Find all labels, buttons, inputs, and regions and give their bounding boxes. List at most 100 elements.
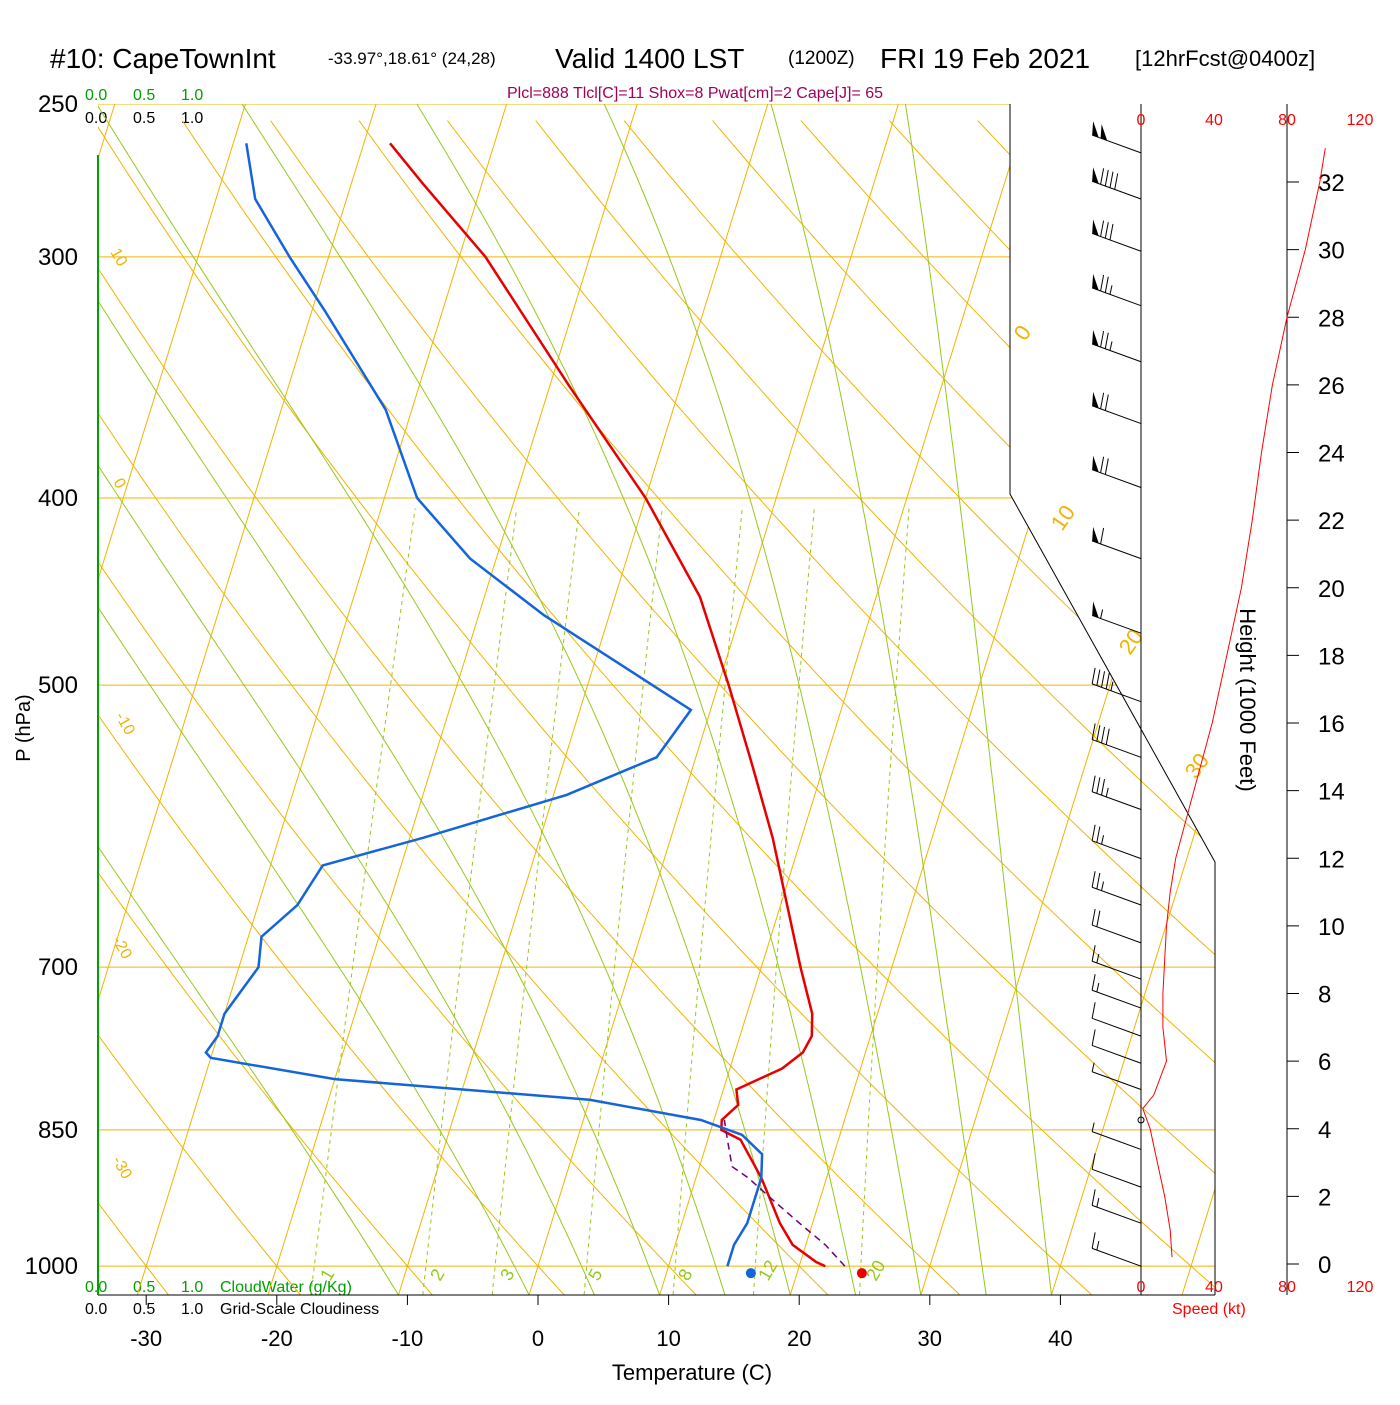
x-tick-label: -20: [261, 1326, 293, 1351]
wind-barb-staff: [1092, 925, 1141, 943]
station-title: #10: CapeTownInt: [50, 43, 276, 74]
wind-barb-staff: [1092, 990, 1141, 1008]
wind-barb-full: [1105, 458, 1108, 474]
x-tick-label: 0: [532, 1326, 544, 1351]
moist-adiabat: [0, 0, 725, 1295]
wind-barb-full: [1097, 873, 1100, 889]
wind-barb-full: [1102, 779, 1105, 795]
wind-barb-full: [1092, 668, 1095, 684]
wind-barb-staff: [1092, 1169, 1141, 1187]
wind-barb-pennant: [1092, 330, 1099, 346]
wind-barb-staff: [1092, 684, 1141, 702]
dry-adiabat: [0, 121, 564, 1295]
dry-adiabat: [713, 121, 1400, 1295]
height-tick-label: 22: [1318, 508, 1345, 535]
height-tick-label: 4: [1318, 1117, 1331, 1144]
wind-barb-staff: [1092, 344, 1141, 362]
height-tick-label: 20: [1318, 576, 1345, 603]
mixing-ratio-label: 20: [862, 1257, 889, 1284]
x-tick-label: 20: [787, 1326, 811, 1351]
isotherm-label: -20: [109, 934, 135, 963]
top-cloudiness-tick: 0.0: [85, 110, 107, 127]
wind-barb-full: [1101, 221, 1104, 237]
isotherm-line: [0, 104, 245, 1295]
wind-barb-staff: [1092, 961, 1141, 979]
mixing-ratio-line: [492, 508, 579, 1295]
height-tick-label: 2: [1318, 1184, 1331, 1211]
isotherm-line: [137, 104, 506, 1295]
wind-barb-full: [1101, 528, 1104, 544]
bottom-cloudiness-tick: 1.0: [181, 1301, 203, 1318]
moist-adiabat: [874, 0, 1052, 1295]
surface-dewpoint-dot: [746, 1268, 756, 1278]
wind-barb-full: [1092, 945, 1095, 961]
dry-adiabat: [801, 121, 1400, 1295]
dry-adiabat: [978, 121, 1400, 1295]
moist-adiabat: [508, 0, 921, 1295]
height-axis-label: Height (1000 Feet): [1235, 608, 1260, 791]
wind-barb-staff: [1092, 1072, 1141, 1090]
forecast-date: FRI 19 Feb 2021: [880, 43, 1090, 74]
speed-tick-top: 0: [1137, 112, 1146, 129]
wind-barb-pennant: [1092, 601, 1099, 617]
surface-temperature-dot: [857, 1268, 867, 1278]
wind-barb-pennant: [1092, 456, 1099, 472]
moist-adiabat: [0, 0, 529, 1295]
wind-barb-full: [1110, 224, 1113, 240]
wind-barb-half: [1102, 835, 1104, 844]
height-tick-label: 10: [1318, 914, 1345, 941]
wind-barb-full: [1106, 673, 1109, 689]
bottom-cloudwater-tick: 0.5: [133, 1279, 155, 1296]
wind-barb-pennant: [1092, 219, 1099, 235]
grid-clip-group: [0, 0, 1400, 1295]
sounding-parameters: Plcl=888 Tlcl[C]=11 Shox=8 Pwat[cm]=2 Ca…: [507, 85, 883, 102]
speed-tick-bottom: 0: [1137, 1279, 1146, 1296]
height-tick-label: 24: [1318, 441, 1345, 468]
x-axis-label: Temperature (C): [612, 1360, 772, 1385]
mixing-ratio-line: [423, 508, 517, 1295]
isotherm-label: 10: [107, 246, 131, 270]
speed-tick-bottom: 120: [1347, 1279, 1374, 1296]
wind-barb-full: [1101, 275, 1104, 291]
y-tick-label: 1000: [25, 1253, 78, 1280]
height-tick-label: 0: [1318, 1252, 1331, 1279]
wind-barb-half: [1106, 788, 1108, 797]
top-cloudiness-scale: 0.0 0.5 1.0: [85, 110, 203, 127]
speed-tick-bottom: 40: [1205, 1279, 1223, 1296]
wind-barb-staff: [1092, 470, 1141, 488]
plot-boundary: [1010, 104, 1215, 1295]
wind-barb-full: [1092, 825, 1095, 841]
wind-barb-full: [1106, 729, 1109, 745]
y-tick-label: 250: [38, 91, 78, 118]
isotherm-label: 10: [1046, 500, 1081, 534]
wind-barb-full: [1101, 457, 1104, 473]
bottom-cloudiness-tick: 0.5: [133, 1301, 155, 1318]
wind-barb-half: [1110, 285, 1112, 294]
mixing-ratio-label: 8: [674, 1265, 696, 1284]
mixing-ratio-line: [673, 508, 742, 1295]
wind-barb-full: [1097, 911, 1100, 927]
height-tick-label: 8: [1318, 982, 1331, 1009]
top-cloudwater-tick: 0.0: [85, 87, 107, 104]
dry-adiabat: [1155, 121, 1400, 1295]
y-axis-label: P (hPa): [13, 694, 35, 761]
moist-adiabat: [0, 0, 399, 1295]
height-tick-label: 14: [1318, 779, 1345, 806]
wind-barb-full: [1097, 827, 1100, 843]
wind-barb-full: [1092, 1002, 1095, 1018]
wind-barb-staff: [1092, 181, 1141, 199]
mixing-ratio-label: 12: [754, 1257, 781, 1284]
wind-barb-half: [1097, 1241, 1099, 1250]
wind-barb-staff: [1092, 1018, 1141, 1036]
height-tick-label: 6: [1318, 1049, 1331, 1076]
wind-barb-staff: [1092, 288, 1141, 306]
valid-time: Valid 1400 LST: [555, 43, 744, 74]
y-tick-label: 400: [38, 485, 78, 512]
mixing-ratio-label: 2: [426, 1265, 448, 1284]
mixing-ratio-label: 5: [584, 1265, 606, 1284]
wind-barb-pennant: [1101, 124, 1108, 140]
mixing-ratio-line: [754, 508, 815, 1295]
